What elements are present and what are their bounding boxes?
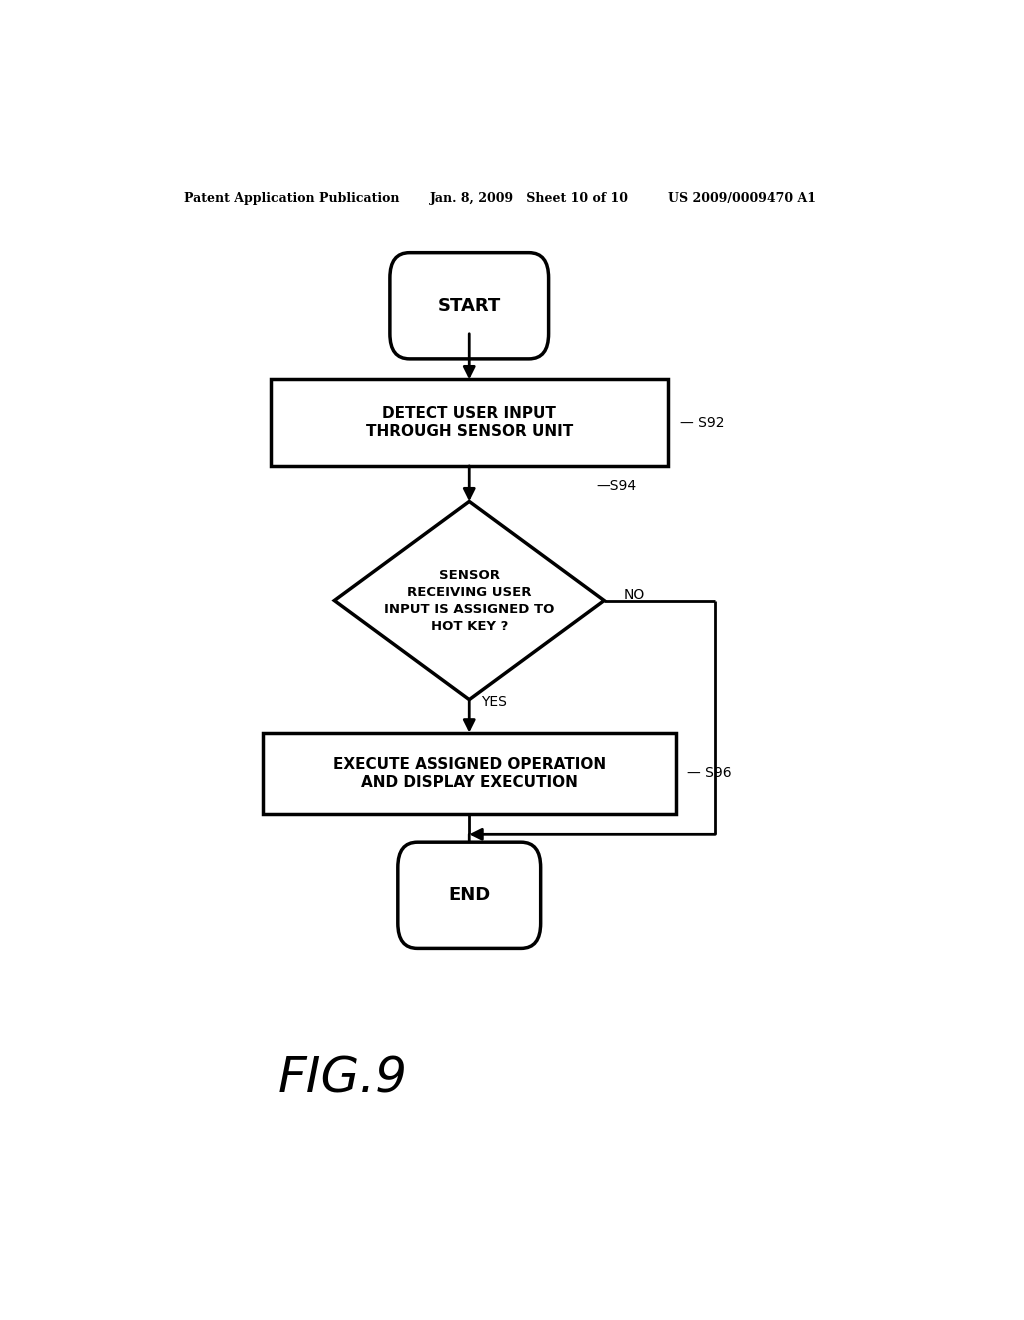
Text: START: START	[437, 297, 501, 314]
Text: END: END	[449, 886, 490, 904]
Text: Jan. 8, 2009   Sheet 10 of 10: Jan. 8, 2009 Sheet 10 of 10	[430, 191, 629, 205]
Bar	[270, 379, 668, 466]
Text: SENSOR
RECEIVING USER
INPUT IS ASSIGNED TO
HOT KEY ?: SENSOR RECEIVING USER INPUT IS ASSIGNED …	[384, 569, 554, 632]
Text: Patent Application Publication: Patent Application Publication	[183, 191, 399, 205]
Bar	[263, 733, 676, 814]
Polygon shape	[334, 502, 604, 700]
FancyBboxPatch shape	[397, 842, 541, 948]
Text: — S92: — S92	[680, 416, 724, 430]
Text: EXECUTE ASSIGNED OPERATION
AND DISPLAY EXECUTION: EXECUTE ASSIGNED OPERATION AND DISPLAY E…	[333, 758, 606, 789]
Text: — S96: — S96	[687, 767, 732, 780]
Text: NO: NO	[624, 589, 645, 602]
Text: US 2009/0009470 A1: US 2009/0009470 A1	[668, 191, 816, 205]
FancyBboxPatch shape	[390, 252, 549, 359]
Text: YES: YES	[481, 694, 507, 709]
Text: —S94: —S94	[596, 479, 636, 494]
Text: FIG.9: FIG.9	[278, 1055, 408, 1102]
Text: DETECT USER INPUT
THROUGH SENSOR UNIT: DETECT USER INPUT THROUGH SENSOR UNIT	[366, 407, 572, 438]
